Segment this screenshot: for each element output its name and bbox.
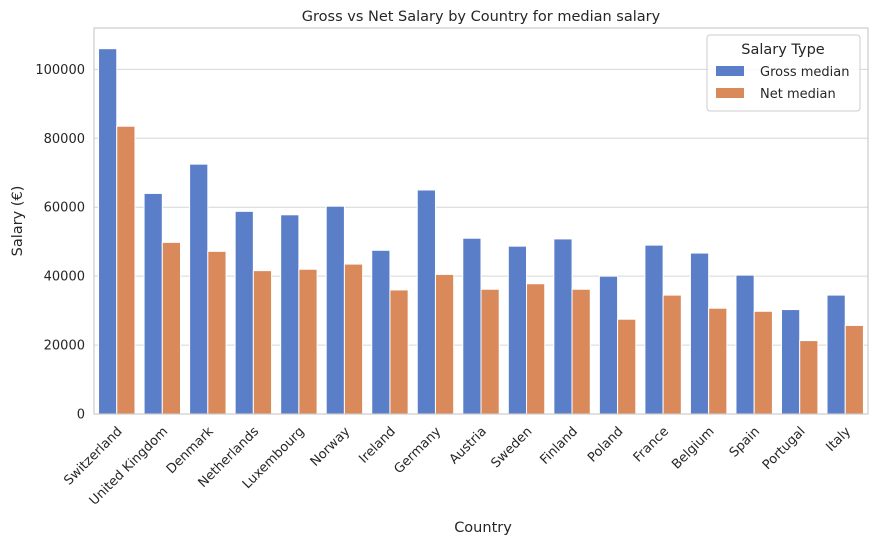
- bar-gross: [371, 249, 391, 415]
- y-tick-label: 100000: [35, 63, 85, 78]
- bar-net: [252, 270, 273, 415]
- plot-frame: [93, 27, 869, 415]
- legend-title: Salary Type: [741, 42, 825, 58]
- bar-gross: [689, 252, 710, 415]
- bar-net: [571, 288, 591, 415]
- bar-gross: [507, 245, 528, 415]
- bar-gross: [280, 214, 300, 415]
- bars: [98, 48, 864, 415]
- bar-net: [662, 294, 682, 415]
- bar-net: [708, 307, 728, 415]
- legend-swatch-gross: [716, 66, 744, 76]
- x-tick-label: France: [631, 424, 672, 465]
- x-tick-label: Portugal: [760, 424, 809, 473]
- bar-gross: [234, 210, 254, 415]
- bar-net: [617, 318, 637, 415]
- bar-gross: [644, 244, 664, 415]
- bar-gross: [462, 237, 482, 415]
- bar-gross: [416, 189, 436, 415]
- bar-net: [116, 125, 136, 415]
- x-tick-label: Germany: [391, 424, 444, 477]
- bar-net: [799, 340, 819, 415]
- y-axis-ticks: 0 20000 40000 60000 80000 100000: [35, 63, 85, 423]
- bar-gross: [826, 294, 846, 415]
- bar-net: [298, 268, 318, 415]
- legend-label-net: Net median: [760, 87, 836, 102]
- bar-gross: [98, 48, 118, 415]
- legend: Salary Type Gross median Net median: [706, 34, 861, 112]
- bar-gross: [735, 274, 755, 415]
- x-tick-label: Ireland: [356, 424, 398, 466]
- bar-net: [480, 288, 500, 415]
- x-axis-title: Country: [454, 520, 512, 536]
- x-tick-label: Italy: [824, 424, 855, 455]
- bar-net: [161, 241, 182, 415]
- bar-gross: [189, 163, 209, 415]
- x-tick-label: Spain: [727, 424, 763, 460]
- y-tick-label: 20000: [44, 339, 85, 354]
- y-axis-title: Salary (€): [10, 186, 26, 257]
- x-tick-label: Belgium: [669, 424, 717, 472]
- x-tick-label: Norway: [308, 424, 354, 470]
- bar-net: [207, 250, 227, 415]
- chart-title: Gross vs Net Salary by Country for media…: [302, 9, 661, 25]
- bar-gross: [598, 275, 619, 415]
- y-tick-label: 60000: [44, 201, 85, 216]
- y-tick-label: 0: [77, 408, 85, 423]
- bar-gross: [143, 192, 163, 415]
- y-tick-label: 80000: [44, 132, 85, 147]
- legend-box: [706, 34, 861, 112]
- bar-net: [389, 289, 409, 415]
- x-tick-label: Finland: [537, 424, 580, 467]
- x-tick-label: United Kingdom: [87, 424, 171, 508]
- bar-net: [844, 324, 864, 415]
- bar-net: [434, 273, 455, 415]
- bar-gross: [780, 309, 801, 415]
- bar-net: [526, 283, 546, 415]
- bar-gross: [325, 205, 345, 415]
- legend-swatch-net: [716, 88, 744, 98]
- bar-net: [753, 310, 773, 415]
- x-tick-label: Austria: [447, 424, 490, 467]
- bar-net: [343, 263, 364, 415]
- x-tick-label: Poland: [585, 424, 626, 465]
- x-tick-label: Sweden: [488, 424, 535, 471]
- legend-label-gross: Gross median: [760, 65, 850, 80]
- bar-gross: [553, 238, 573, 415]
- y-tick-label: 40000: [44, 270, 85, 285]
